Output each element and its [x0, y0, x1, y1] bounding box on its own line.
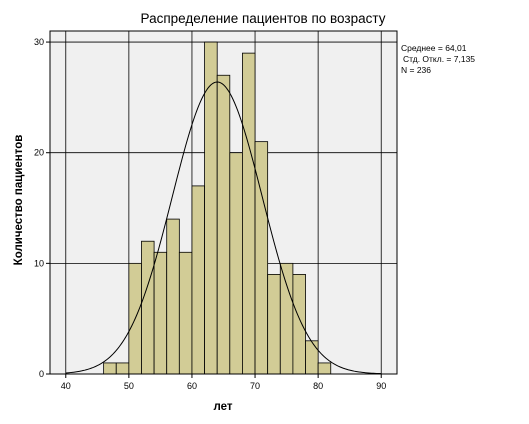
stat-mean: Среднее = 64,01 [401, 43, 467, 53]
histogram-bar [178, 251, 193, 375]
histogram-bar [103, 362, 117, 375]
axis-ticks: 40 50 60 70 80 90 0 10 20 30 [34, 37, 386, 391]
x-tick-label: 40 [61, 381, 71, 391]
histogram-bar [317, 362, 332, 375]
histogram-bar [292, 274, 306, 375]
y-tick-label: 10 [34, 258, 44, 268]
normal-curve [65, 81, 382, 375]
histogram-bar [115, 362, 130, 375]
y-tick-label: 0 [39, 369, 44, 379]
y-tick-label: 30 [34, 37, 44, 47]
stat-sd: Стд. Откл. = 7,135 [403, 54, 475, 64]
histogram-bar [242, 52, 256, 375]
histogram-bar [216, 74, 231, 375]
x-tick-label: 80 [313, 381, 323, 391]
x-tick-label: 90 [376, 381, 386, 391]
histogram-bar [229, 152, 243, 375]
histogram-bar [153, 251, 168, 375]
y-tick-label: 20 [34, 148, 44, 158]
histogram-bar [191, 185, 205, 375]
histogram-bar [141, 240, 155, 375]
plot-frame [49, 30, 398, 375]
histogram-bar [305, 340, 319, 375]
y-axis-label: Количество пациентов [13, 135, 25, 266]
histogram-bar [279, 262, 294, 375]
stat-n: N = 236 [401, 65, 431, 75]
chart-title: Распределение пациентов по возрасту [141, 11, 386, 26]
x-tick-label: 70 [250, 381, 260, 391]
x-tick-label: 60 [187, 381, 197, 391]
x-axis-label: лет [213, 401, 232, 413]
histogram-bar [267, 274, 281, 375]
bars [103, 41, 332, 375]
histogram-bar [166, 218, 180, 375]
x-tick-label: 50 [124, 381, 134, 391]
histogram-bar [204, 41, 218, 375]
